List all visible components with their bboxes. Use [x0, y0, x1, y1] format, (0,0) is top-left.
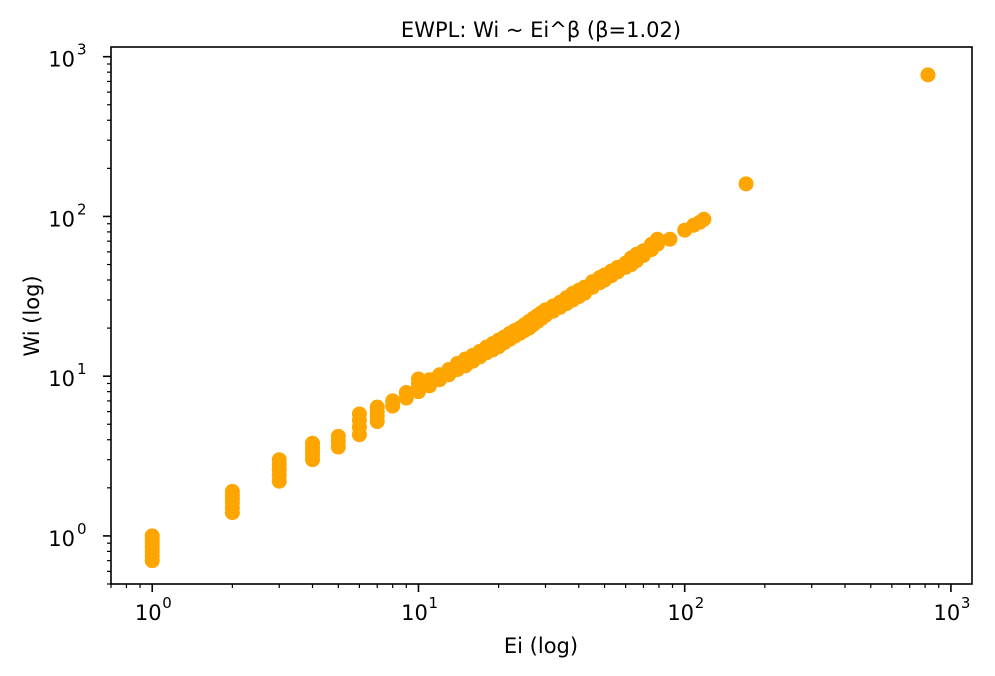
y-tick-label-exponent: 3 — [77, 41, 87, 59]
x-tick-label: 10 — [934, 601, 961, 625]
data-point — [305, 435, 321, 451]
data-point — [738, 176, 754, 192]
data-point — [224, 483, 240, 499]
x-tick-label: 10 — [667, 601, 694, 625]
x-axis-label: Ei (log) — [504, 634, 578, 658]
y-tick-label: 10 — [48, 527, 75, 551]
points-layer — [144, 67, 936, 569]
data-point — [920, 67, 936, 83]
data-point — [369, 399, 385, 415]
y-tick-label-exponent: 0 — [77, 520, 87, 538]
x-tick-label-exponent: 1 — [428, 594, 438, 612]
y-axis-label: Wi (log) — [20, 275, 44, 356]
plot-frame — [110, 46, 973, 585]
data-point — [271, 452, 287, 468]
data-point — [696, 211, 712, 227]
data-point — [649, 231, 665, 247]
data-point — [330, 428, 346, 444]
data-point — [351, 406, 367, 422]
chart-title: EWPL: Wi ~ Ei^β (β=1.02) — [401, 18, 681, 42]
x-tick-label: 10 — [135, 601, 162, 625]
y-tick-label-exponent: 2 — [77, 200, 87, 218]
data-point — [144, 528, 160, 544]
data-point — [410, 371, 426, 387]
y-tick-label: 10 — [48, 207, 75, 231]
data-point — [398, 385, 414, 401]
x-tick-label-exponent: 3 — [961, 594, 971, 612]
x-axis-ticks: 10 0 10 1 10 2 10 3 — [110, 584, 971, 625]
x-tick-label-exponent: 0 — [162, 594, 172, 612]
data-point — [385, 393, 401, 409]
x-tick-label-exponent: 2 — [695, 594, 705, 612]
x-tick-label: 10 — [401, 601, 428, 625]
y-tick-label-exponent: 1 — [77, 360, 87, 378]
y-tick-label: 10 — [48, 367, 75, 391]
data-point — [662, 231, 678, 247]
y-tick-label: 10 — [48, 48, 75, 72]
